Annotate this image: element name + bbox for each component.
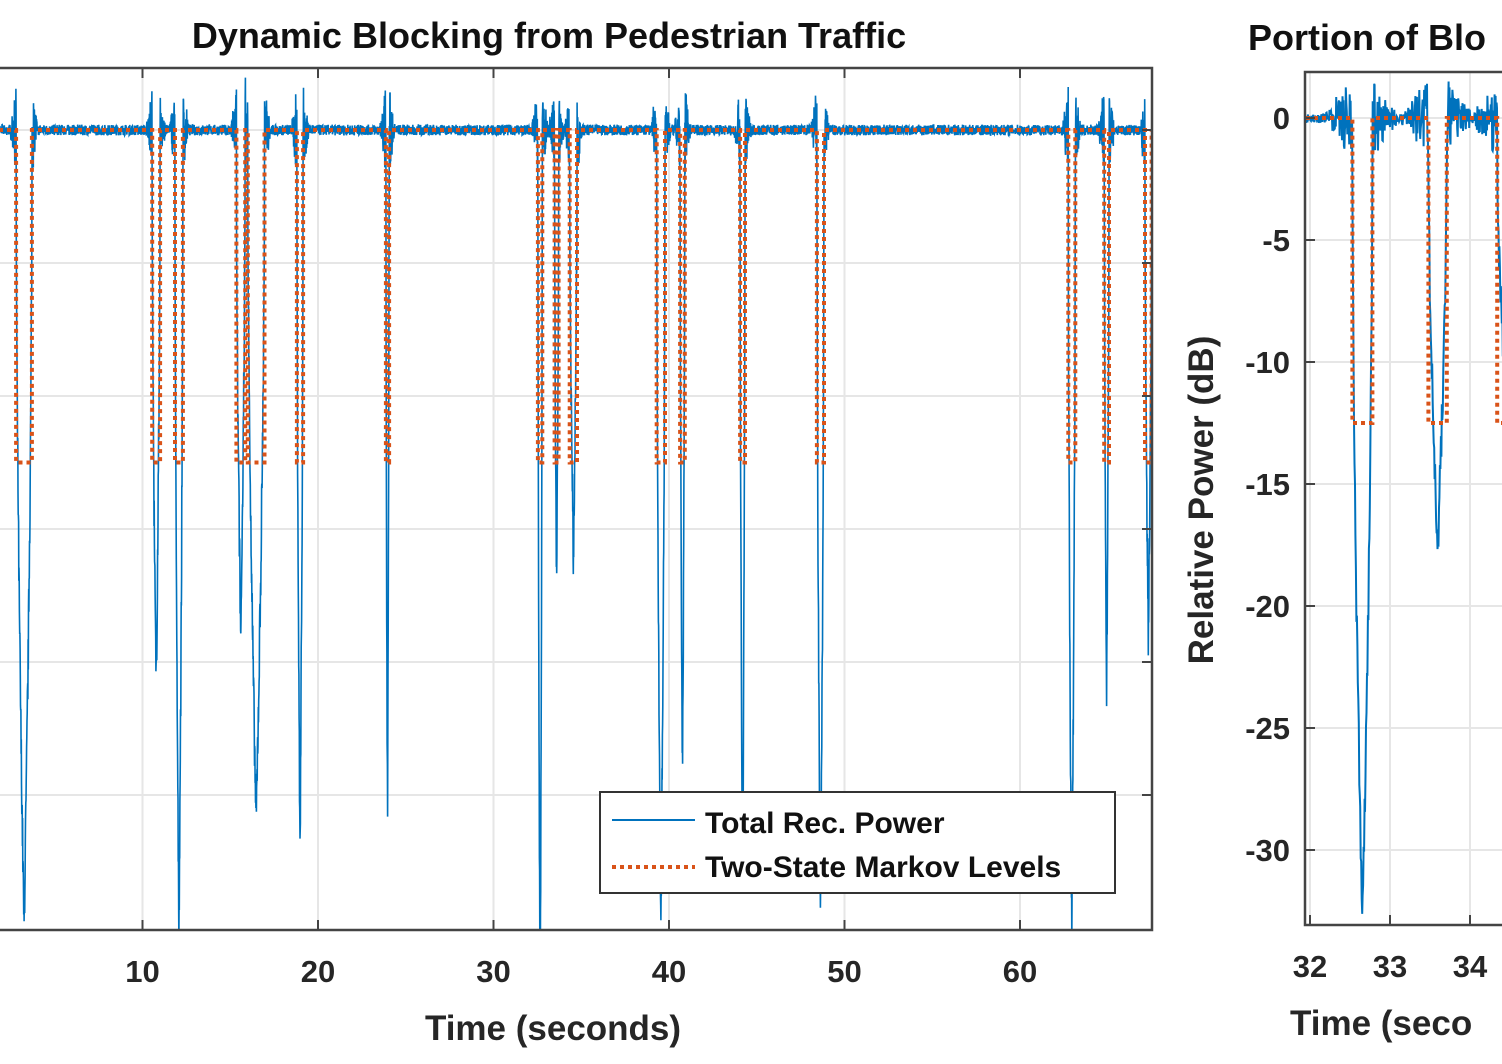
right-grid bbox=[1305, 72, 1502, 925]
left-axes-box bbox=[0, 66, 1154, 932]
y-tick-label: -25 bbox=[1245, 711, 1290, 746]
right-y-axis-label: Relative Power (dB) bbox=[1182, 336, 1221, 665]
x-tick-label: 32 bbox=[1293, 949, 1327, 984]
y-tick-label: -5 bbox=[1262, 223, 1290, 258]
series-total-rec-power bbox=[1305, 81, 1502, 914]
x-tick-label: 40 bbox=[652, 954, 686, 989]
legend-label-markov: Two-State Markov Levels bbox=[705, 851, 1061, 884]
left-plot-area bbox=[0, 77, 1152, 930]
y-tick-label: 0 bbox=[1273, 101, 1290, 136]
right-axes-box bbox=[1303, 70, 1502, 927]
y-tick-label: -30 bbox=[1245, 833, 1290, 868]
x-tick-label: 30 bbox=[476, 954, 510, 989]
y-tick-label: -15 bbox=[1245, 467, 1290, 502]
series-two-state-markov-levels bbox=[1306, 116, 1502, 425]
right-chart-title: Portion of Blo bbox=[1248, 17, 1486, 58]
legend-label-power: Total Rec. Power bbox=[705, 807, 945, 840]
x-tick-label: 33 bbox=[1373, 949, 1407, 984]
x-tick-label: 20 bbox=[301, 954, 335, 989]
y-tick-label: -10 bbox=[1245, 345, 1290, 380]
legend-box bbox=[599, 791, 1116, 894]
x-tick-label: 10 bbox=[125, 954, 159, 989]
x-tick-label: 60 bbox=[1003, 954, 1037, 989]
axes: 10 20 30 40 50 60 32 33 34 0 -5 -10 -15 -20 -25 -30 bbox=[0, 66, 1502, 989]
series-two-state-markov-levels bbox=[0, 128, 1152, 465]
x-tick-label: 50 bbox=[827, 954, 861, 989]
legend: Total Rec. Power Two-State Markov Levels bbox=[599, 791, 1116, 894]
right-x-axis-label: Time (seco bbox=[1290, 1004, 1472, 1043]
x-tick-label: 34 bbox=[1453, 949, 1488, 984]
y-tick-label: -20 bbox=[1245, 589, 1290, 624]
left-chart-title: Dynamic Blocking from Pedestrian Traffic bbox=[192, 15, 906, 56]
left-x-axis-label: Time (seconds) bbox=[425, 1009, 681, 1048]
right-plot-area bbox=[1305, 81, 1502, 914]
